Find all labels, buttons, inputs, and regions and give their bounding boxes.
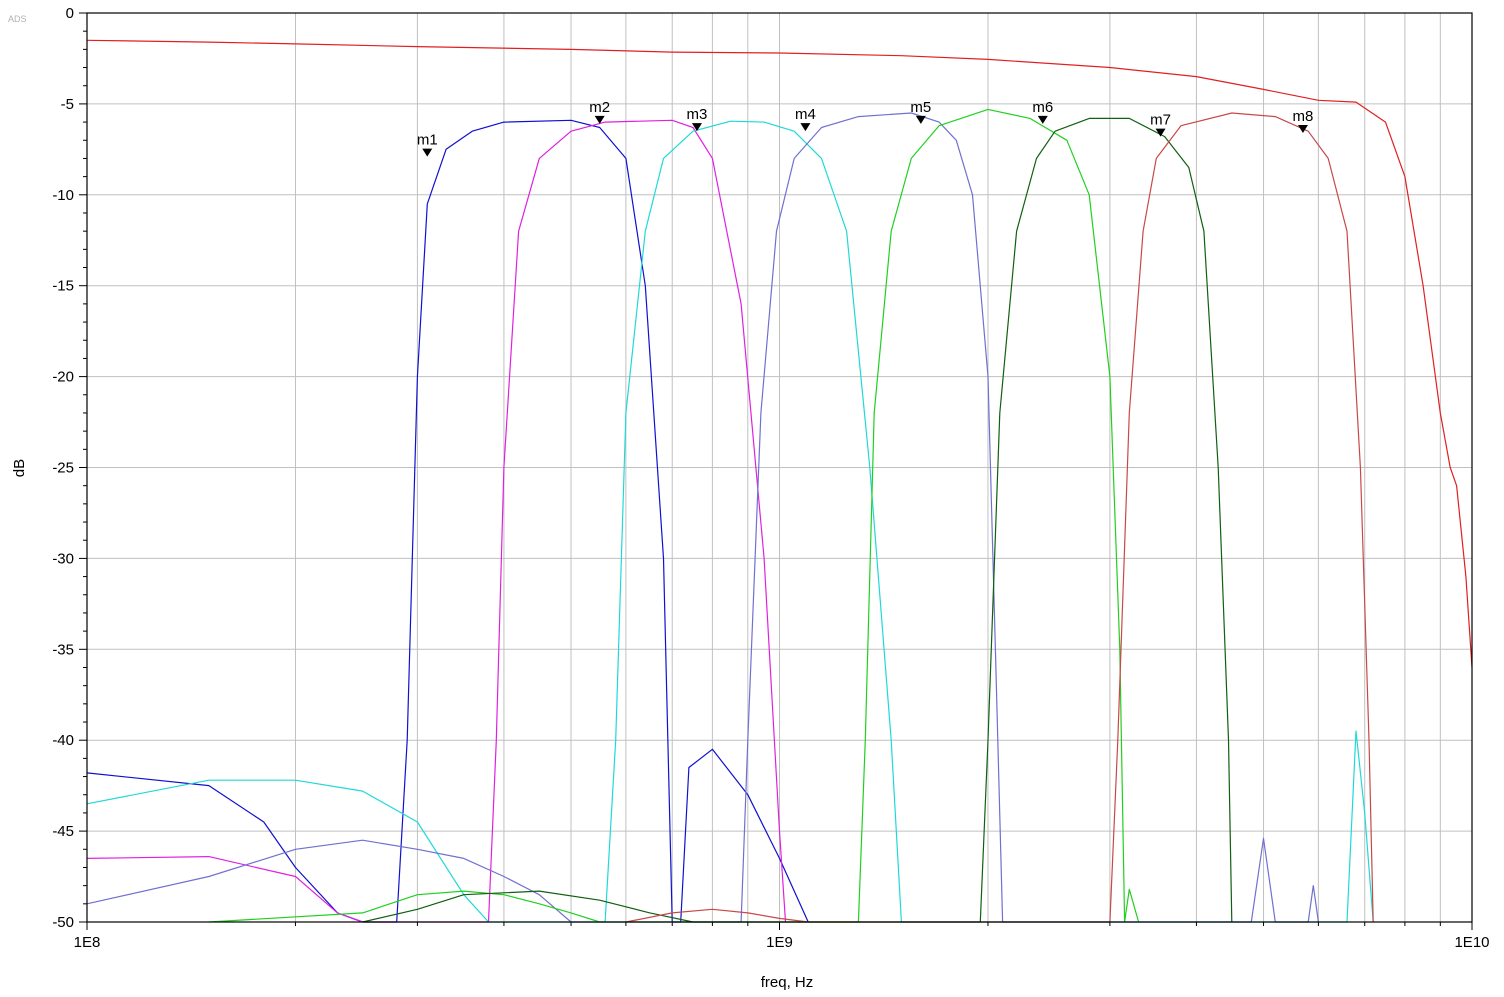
marker-label-m1: m1: [417, 132, 438, 149]
marker-m5[interactable]: [915, 115, 926, 124]
series-line-3: [86, 119, 787, 923]
y-tick-label: -45: [52, 823, 74, 840]
marker-m2[interactable]: [594, 115, 605, 124]
y-axis-label: dB: [11, 459, 28, 477]
marker-m1[interactable]: [422, 148, 433, 157]
marker-label-m4: m4: [795, 106, 816, 123]
series-line-5: [86, 112, 1319, 923]
x-tick-label: 1E9: [766, 934, 793, 951]
series-line-1: [86, 39, 1473, 668]
series-line-4: [86, 120, 1374, 923]
grid-major-lines: [87, 13, 1472, 922]
marker-m7[interactable]: [1155, 128, 1166, 137]
marker-label-m5: m5: [910, 99, 931, 116]
marker-m8[interactable]: [1297, 124, 1308, 133]
ads-logo: ADS: [8, 14, 27, 24]
y-tick-label: -30: [52, 550, 74, 567]
marker-m3[interactable]: [691, 123, 702, 132]
marker-label-m6: m6: [1032, 99, 1053, 116]
series-line-7: [362, 117, 1233, 923]
series-line-2: [86, 119, 809, 923]
y-tick-label: -25: [52, 460, 74, 477]
y-tick-label: -5: [61, 96, 74, 113]
y-tick-label: -15: [52, 278, 74, 295]
marker-label-m7: m7: [1150, 112, 1171, 129]
marker-label-m3: m3: [687, 106, 708, 123]
marker-label-m8: m8: [1293, 108, 1314, 125]
x-tick-label: 1E10: [1454, 934, 1489, 951]
y-tick-label: -40: [52, 732, 74, 749]
y-tick-label: -10: [52, 187, 74, 204]
marker-label-m2: m2: [589, 99, 610, 116]
y-tick-label: -35: [52, 641, 74, 658]
x-axis-label: freq, Hz: [761, 974, 814, 991]
y-tick-label: 0: [66, 5, 74, 22]
markers-layer: m1 m2 m3 m4 m5 m6 m7 m8: [417, 99, 1314, 157]
series-line-8: [625, 112, 1374, 923]
marker-m4[interactable]: [800, 123, 811, 132]
x-tick-label: 1E8: [74, 934, 101, 951]
y-tick-label: -50: [52, 914, 74, 931]
marker-m6[interactable]: [1037, 115, 1048, 124]
y-tick-label: -20: [52, 369, 74, 386]
